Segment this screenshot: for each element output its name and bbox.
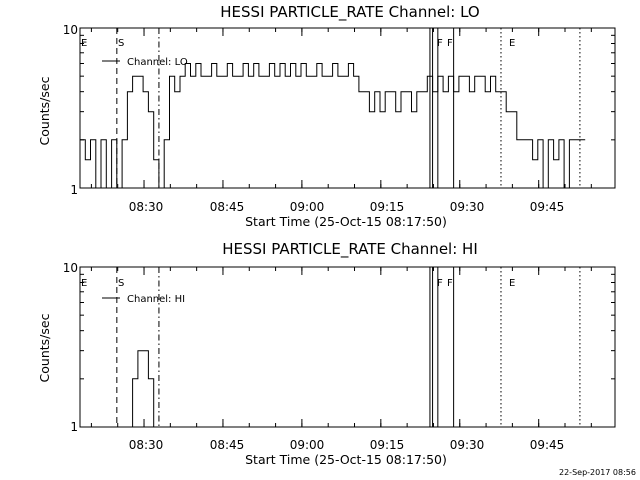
data-series-line xyxy=(80,63,586,189)
x-axis-label: Start Time (25-Oct-15 08:17:50) xyxy=(245,214,447,229)
x-tick-label: 08:30 xyxy=(129,438,164,452)
x-tick-label: 09:45 xyxy=(530,438,565,452)
x-tick-label: 09:15 xyxy=(370,438,405,452)
chart-hi: HESSI PARTICLE_RATE Channel: HI Counts/s… xyxy=(37,240,616,467)
chart-lo: HESSI PARTICLE_RATE Channel: LO Counts/s… xyxy=(37,3,616,229)
timestamp: 22-Sep-2017 08:56 xyxy=(559,468,636,477)
y-axis-label: Counts/sec xyxy=(37,76,52,145)
x-tick-label: 08:30 xyxy=(129,200,164,214)
y-tick-label: 10 xyxy=(63,261,78,275)
marker-label: F xyxy=(437,278,443,289)
marker-label: E xyxy=(81,38,87,49)
marker-label: F xyxy=(447,38,453,49)
legend-label: Channel: HI xyxy=(127,294,185,305)
y-axis-label: Counts/sec xyxy=(37,313,52,382)
marker-label: E xyxy=(509,38,515,49)
marker-label: E xyxy=(81,278,87,289)
y-tick-label: 1 xyxy=(70,183,78,197)
marker-label: S xyxy=(118,38,124,49)
x-axis-label: Start Time (25-Oct-15 08:17:50) xyxy=(245,452,447,467)
chart-title: HESSI PARTICLE_RATE Channel: HI xyxy=(222,240,478,259)
x-tick-label: 09:30 xyxy=(450,438,485,452)
x-tick-label: 09:30 xyxy=(450,200,485,214)
data-series-line xyxy=(127,350,159,428)
x-tick-label: 08:45 xyxy=(210,200,245,214)
marker-label: F xyxy=(447,278,453,289)
legend-label: Channel: LO xyxy=(127,57,188,68)
x-tick-label: 09:00 xyxy=(290,200,325,214)
chart-title: HESSI PARTICLE_RATE Channel: LO xyxy=(220,3,479,22)
y-tick-label: 10 xyxy=(63,23,78,37)
marker-label: S xyxy=(118,278,124,289)
marker-label: E xyxy=(509,278,515,289)
plot-frame xyxy=(79,266,616,428)
marker-label: F xyxy=(437,38,443,49)
plot-frame xyxy=(79,27,616,189)
x-tick-label: 09:00 xyxy=(290,438,325,452)
x-tick-label: 09:15 xyxy=(370,200,405,214)
x-tick-label: 08:45 xyxy=(210,438,245,452)
x-tick-label: 09:45 xyxy=(530,200,565,214)
y-tick-label: 1 xyxy=(70,420,78,434)
